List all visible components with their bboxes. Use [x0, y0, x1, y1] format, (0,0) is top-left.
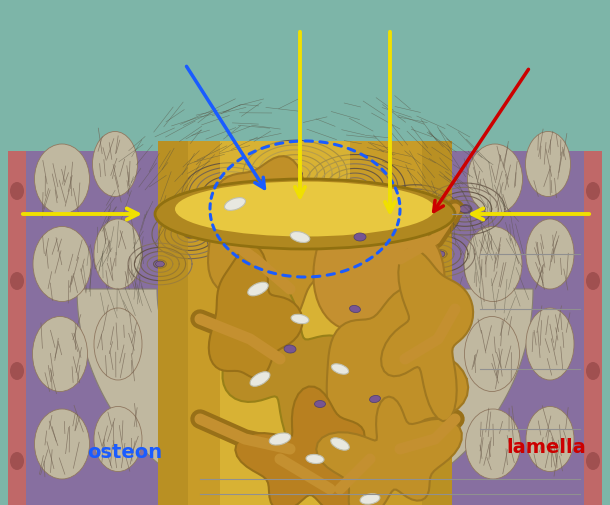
Ellipse shape: [93, 132, 137, 197]
Bar: [25, 152, 158, 505]
Ellipse shape: [525, 132, 570, 197]
Text: lamella: lamella: [506, 437, 586, 457]
Ellipse shape: [586, 183, 600, 200]
Ellipse shape: [586, 362, 600, 380]
Bar: [452, 152, 585, 505]
Ellipse shape: [586, 452, 600, 470]
Ellipse shape: [379, 241, 390, 248]
Ellipse shape: [459, 206, 470, 213]
Polygon shape: [77, 289, 533, 505]
Bar: [422, 142, 452, 505]
Polygon shape: [314, 202, 445, 360]
Ellipse shape: [348, 183, 362, 192]
Bar: [584, 152, 602, 505]
Polygon shape: [327, 289, 468, 471]
Ellipse shape: [224, 198, 245, 211]
Ellipse shape: [288, 170, 303, 179]
Bar: [158, 142, 188, 505]
Ellipse shape: [290, 232, 310, 243]
Polygon shape: [381, 249, 473, 421]
Polygon shape: [55, 289, 555, 505]
Ellipse shape: [350, 306, 361, 313]
Ellipse shape: [35, 409, 90, 479]
Ellipse shape: [354, 233, 366, 241]
Bar: [452, 152, 585, 505]
Polygon shape: [316, 397, 462, 505]
Ellipse shape: [526, 309, 574, 380]
Ellipse shape: [409, 211, 422, 219]
Ellipse shape: [331, 438, 350, 450]
Bar: [25, 152, 158, 505]
Ellipse shape: [291, 315, 309, 324]
Ellipse shape: [35, 145, 90, 215]
Ellipse shape: [467, 145, 523, 215]
Ellipse shape: [526, 407, 574, 472]
Ellipse shape: [331, 364, 348, 375]
Polygon shape: [223, 266, 356, 475]
Ellipse shape: [175, 182, 435, 237]
Ellipse shape: [370, 395, 381, 403]
Ellipse shape: [240, 236, 250, 243]
Ellipse shape: [94, 220, 142, 289]
Ellipse shape: [464, 317, 520, 392]
Ellipse shape: [526, 220, 574, 289]
Ellipse shape: [250, 372, 270, 386]
Ellipse shape: [94, 309, 142, 380]
Ellipse shape: [155, 180, 455, 249]
Ellipse shape: [223, 190, 237, 199]
Ellipse shape: [248, 283, 268, 296]
Ellipse shape: [465, 409, 520, 479]
Ellipse shape: [269, 433, 291, 445]
Ellipse shape: [185, 231, 195, 238]
Ellipse shape: [435, 251, 445, 258]
Bar: [158, 142, 452, 505]
Ellipse shape: [586, 273, 600, 290]
Ellipse shape: [360, 494, 380, 504]
Ellipse shape: [33, 227, 91, 302]
Ellipse shape: [156, 262, 165, 267]
Ellipse shape: [314, 231, 326, 238]
Ellipse shape: [464, 227, 522, 302]
Ellipse shape: [10, 273, 24, 290]
Text: osteon: osteon: [87, 442, 163, 462]
Ellipse shape: [10, 362, 24, 380]
Ellipse shape: [284, 345, 296, 353]
Ellipse shape: [10, 452, 24, 470]
Ellipse shape: [10, 183, 24, 200]
Ellipse shape: [315, 400, 326, 408]
Bar: [220, 142, 350, 505]
Bar: [8, 152, 26, 505]
Polygon shape: [235, 387, 368, 505]
Ellipse shape: [306, 454, 324, 464]
Ellipse shape: [32, 317, 87, 392]
Polygon shape: [208, 157, 343, 326]
Ellipse shape: [94, 407, 142, 472]
Polygon shape: [209, 246, 303, 379]
